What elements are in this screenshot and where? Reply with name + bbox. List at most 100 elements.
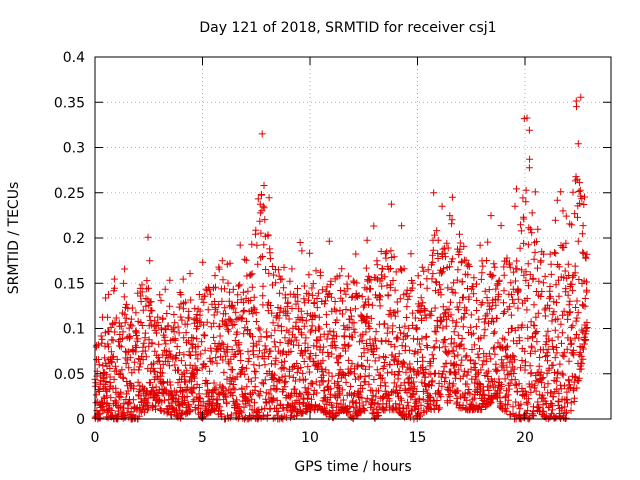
data-point xyxy=(352,250,360,258)
data-point xyxy=(249,310,257,318)
data-point xyxy=(324,330,332,338)
data-point xyxy=(258,405,266,413)
data-point xyxy=(322,407,330,415)
data-point xyxy=(334,378,342,386)
data-point xyxy=(511,356,518,364)
data-point xyxy=(390,356,398,364)
data-point xyxy=(250,304,258,312)
data-point xyxy=(228,346,236,353)
data-point xyxy=(342,347,349,355)
data-point xyxy=(265,269,273,277)
data-point xyxy=(442,322,450,330)
data-point xyxy=(535,362,543,370)
data-point xyxy=(523,114,531,122)
data-point xyxy=(418,263,426,271)
data-point xyxy=(387,247,395,255)
data-point xyxy=(537,368,545,376)
data-point xyxy=(546,283,554,290)
data-point xyxy=(391,370,399,378)
data-point xyxy=(297,307,305,315)
data-point xyxy=(386,361,394,369)
data-point xyxy=(333,316,341,324)
data-point xyxy=(198,364,206,372)
data-point xyxy=(448,335,455,343)
data-point xyxy=(437,291,445,299)
data-point xyxy=(316,325,324,333)
data-point xyxy=(318,286,326,294)
data-point xyxy=(559,207,567,215)
data-point xyxy=(211,272,219,280)
data-point xyxy=(236,346,244,354)
data-point xyxy=(171,361,179,369)
data-point xyxy=(473,307,481,314)
data-point xyxy=(419,299,427,307)
data-point xyxy=(229,366,236,374)
data-point xyxy=(253,241,261,249)
data-point xyxy=(219,383,226,391)
data-point xyxy=(554,315,562,323)
y-tick-label: 0.1 xyxy=(63,322,85,338)
data-point xyxy=(387,341,395,349)
data-point xyxy=(411,314,419,322)
data-point xyxy=(162,340,170,348)
data-point xyxy=(258,130,266,138)
data-point xyxy=(255,324,263,332)
data-point xyxy=(109,336,117,344)
data-point xyxy=(490,260,498,268)
data-point xyxy=(498,356,506,364)
data-point xyxy=(121,310,129,318)
data-point xyxy=(129,396,137,404)
data-point xyxy=(311,327,319,335)
data-point xyxy=(412,388,420,395)
data-point xyxy=(552,377,560,385)
data-point xyxy=(355,292,363,299)
data-point xyxy=(201,346,209,354)
data-point xyxy=(423,342,431,349)
data-point xyxy=(119,374,127,382)
data-point xyxy=(234,291,242,299)
data-point xyxy=(531,382,539,390)
data-point xyxy=(294,285,301,292)
data-point xyxy=(524,334,532,342)
data-point xyxy=(574,309,582,317)
data-point xyxy=(285,328,293,336)
data-point xyxy=(417,401,425,409)
data-point xyxy=(278,275,286,283)
data-point xyxy=(541,312,549,320)
data-point xyxy=(528,209,536,217)
data-point xyxy=(235,339,243,347)
data-point xyxy=(503,407,511,415)
data-point xyxy=(332,344,340,352)
data-point xyxy=(161,333,169,341)
data-point xyxy=(426,401,434,409)
data-point xyxy=(206,397,214,405)
data-point xyxy=(237,407,245,415)
data-point xyxy=(268,398,276,406)
data-point xyxy=(95,356,103,363)
data-point xyxy=(469,396,477,404)
data-point xyxy=(254,353,262,361)
data-point xyxy=(137,298,145,305)
data-point xyxy=(558,370,566,378)
data-point xyxy=(424,381,432,389)
data-point xyxy=(455,366,463,374)
data-point xyxy=(530,301,538,309)
data-point xyxy=(175,329,183,337)
data-point xyxy=(280,284,288,292)
data-point xyxy=(383,329,391,337)
data-point xyxy=(122,300,130,308)
data-point xyxy=(282,378,290,386)
data-point xyxy=(126,399,134,407)
data-point xyxy=(461,310,469,317)
data-point xyxy=(568,280,576,288)
data-point xyxy=(540,383,548,391)
x-tick-label: 10 xyxy=(301,430,319,446)
data-point xyxy=(490,329,498,337)
data-point xyxy=(313,295,321,302)
data-point xyxy=(421,373,429,381)
data-point xyxy=(435,387,442,395)
data-point xyxy=(174,379,182,387)
data-point xyxy=(102,294,110,302)
data-point xyxy=(246,330,254,337)
data-point xyxy=(509,403,517,411)
